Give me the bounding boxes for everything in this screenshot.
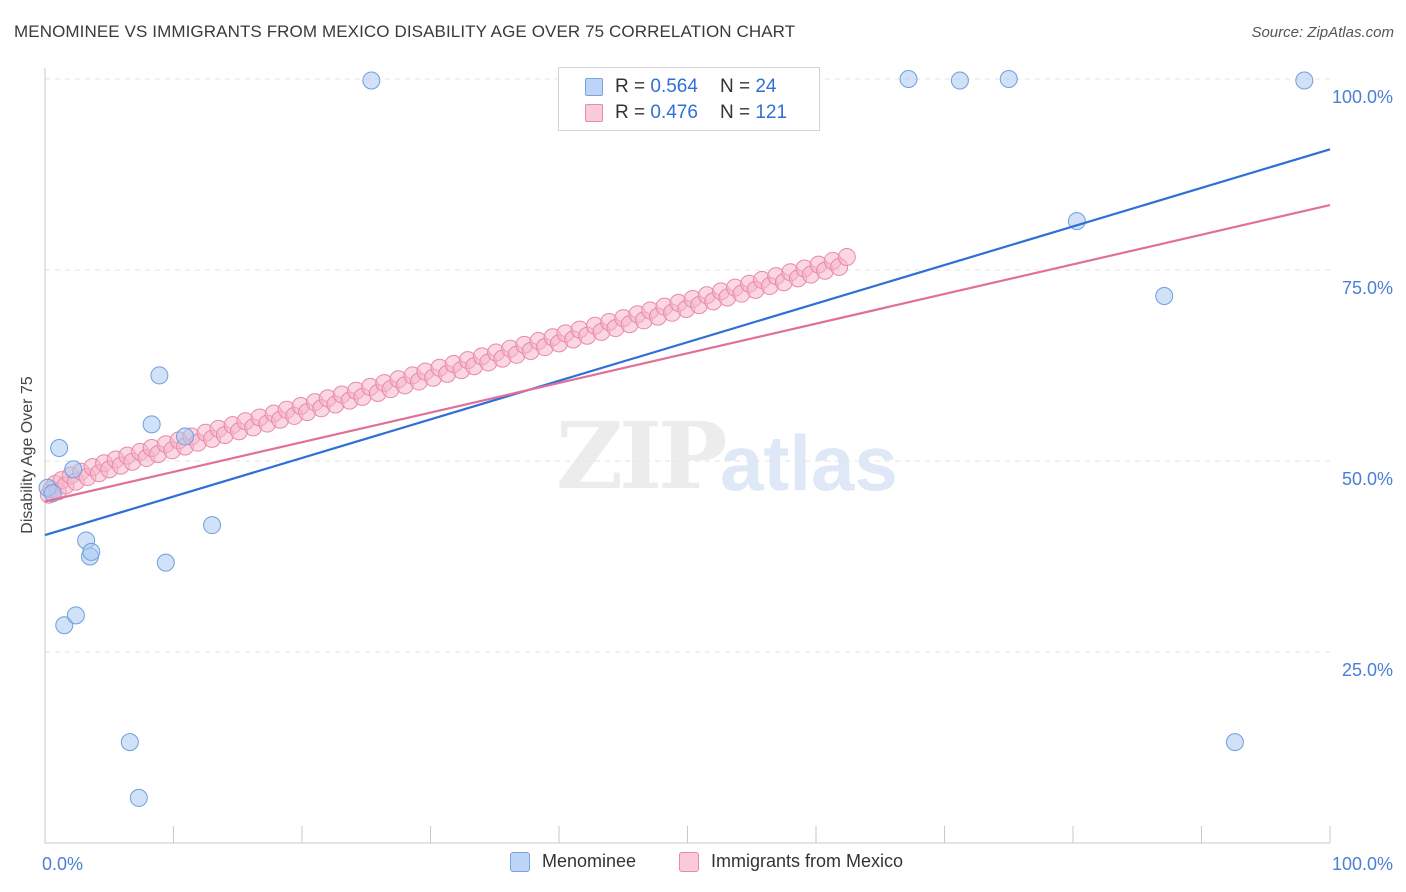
legend-row-menominee: R = 0.564 N = 24	[585, 75, 776, 99]
point-menominee	[129, 788, 148, 807]
point-menominee	[64, 460, 83, 479]
point-menominee	[999, 70, 1018, 88]
point-menominee	[1155, 286, 1174, 305]
trendline-menominee	[44, 148, 1331, 537]
point-menominee	[899, 70, 918, 88]
watermark-atlas: atlas	[720, 419, 898, 507]
watermark-zip: ZIP	[556, 402, 727, 510]
legend-n-label: N =	[719, 76, 751, 97]
point-menominee	[1295, 71, 1314, 90]
point-menominee	[1067, 212, 1086, 231]
point-menominee	[176, 427, 195, 446]
legend-n-value: 24	[755, 76, 777, 97]
point-menominee	[950, 71, 969, 90]
legend-r-label: R =	[615, 76, 646, 97]
point-menominee	[1225, 733, 1244, 752]
legend-swatch-mexico	[585, 104, 603, 122]
point-menominee	[120, 733, 139, 752]
stats-legend: R = 0.564 N = 24 R = 0.476 N = 121	[558, 67, 820, 131]
series-legend-menominee: Menominee	[510, 851, 636, 872]
y-tick-label: 100.0%	[1332, 87, 1393, 107]
point-mexico	[837, 248, 856, 267]
legend-row-mexico: R = 0.476 N = 121	[585, 101, 787, 125]
point-menominee	[43, 484, 62, 503]
point-menominee	[142, 415, 161, 434]
x-tick-label: 100.0%	[1332, 854, 1393, 874]
legend-n-value: 121	[755, 102, 788, 123]
point-menominee	[50, 439, 69, 458]
x-tick-label: 0.0%	[42, 854, 83, 874]
point-menominee	[362, 71, 381, 90]
series-label-menominee: Menominee	[542, 851, 637, 871]
legend-swatch-menominee	[585, 78, 603, 96]
y-tick-label: 25.0%	[1342, 660, 1393, 680]
legend-r-value: 0.564	[650, 76, 698, 97]
legend-r-label: R =	[615, 102, 646, 123]
point-menominee	[55, 616, 74, 635]
series-label-mexico: Immigrants from Mexico	[711, 851, 904, 871]
chart-title: MENOMINEE VS IMMIGRANTS FROM MEXICO DISA…	[14, 22, 796, 41]
trendline-mexico	[44, 203, 1331, 503]
y-tick-label: 50.0%	[1342, 469, 1393, 489]
legend-r-value: 0.476	[650, 102, 698, 123]
series-swatch-mexico	[679, 851, 699, 872]
point-menominee	[203, 516, 222, 535]
point-menominee	[156, 553, 175, 572]
chart-source: Source: ZipAtlas.com	[1251, 24, 1394, 41]
series-legend-mexico: Immigrants from Mexico	[679, 851, 903, 872]
point-menominee	[150, 366, 169, 385]
point-menominee	[66, 606, 85, 625]
point-menominee	[82, 542, 101, 561]
series-swatch-menominee	[510, 851, 530, 872]
y-tick-label: 75.0%	[1342, 278, 1393, 298]
legend-n-label: N =	[719, 102, 751, 123]
